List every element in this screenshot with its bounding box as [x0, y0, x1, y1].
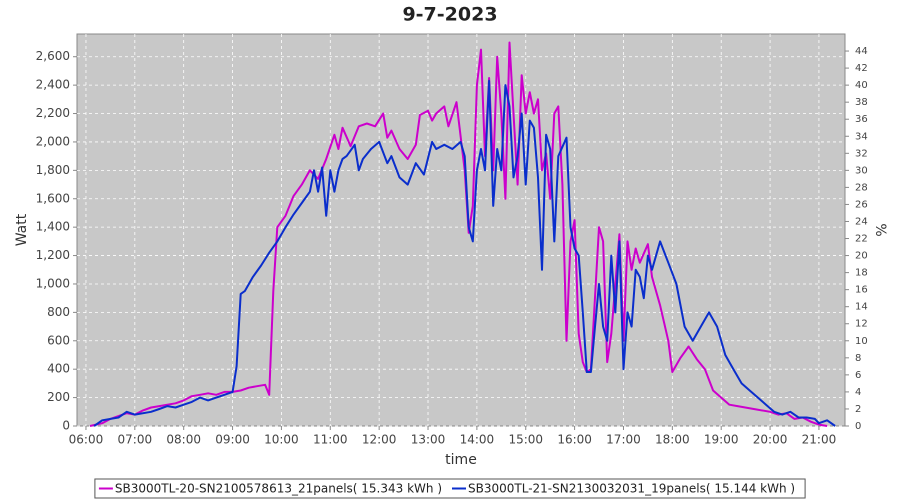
y2-tick-label: 12: [855, 319, 868, 330]
y2-tick-label: 24: [855, 216, 868, 227]
legend-label: SB3000TL-21-SN2130032031_19panels( 15.14…: [468, 482, 795, 496]
y-tick-label: 400: [47, 362, 70, 376]
legend-box: [94, 478, 806, 499]
y2-tick-label: 36: [855, 114, 868, 125]
y-tick-label: 1,000: [36, 276, 70, 290]
y-tick-label: 1,400: [36, 220, 70, 234]
x-axis-label: time: [445, 452, 477, 468]
x-tick-label: 10:00: [264, 433, 299, 447]
y2-tick-label: 2: [855, 404, 861, 415]
series-line: [89, 41, 828, 427]
chart-title: 9-7-2023: [402, 4, 497, 26]
y-tick-label: 800: [47, 305, 70, 319]
y2-tick-label: 22: [855, 234, 868, 245]
x-tick-label: 20:00: [753, 433, 788, 447]
y2-tick-label: 40: [855, 80, 868, 91]
y2-tick-label: 32: [855, 148, 868, 159]
y2-tick-label: 4: [855, 387, 861, 398]
y2-tick-label: 28: [855, 182, 868, 193]
y-tick-label: 200: [47, 390, 70, 404]
y-tick-label: 2,400: [36, 78, 70, 92]
y2-tick-label: 18: [855, 268, 868, 279]
y2-tick-label: 34: [855, 131, 868, 142]
plot-area: [76, 33, 846, 427]
x-tick-label: 21:00: [802, 433, 837, 447]
y-tick-label: 2,000: [36, 134, 70, 148]
y-tick-label: 2,600: [36, 49, 70, 63]
y-tick-label: 600: [47, 333, 70, 347]
y-tick-label: 1,800: [36, 163, 70, 177]
y2-tick-label: 42: [855, 63, 868, 74]
y2-tick-label: 16: [855, 285, 868, 296]
x-tick-label: 09:00: [215, 433, 250, 447]
y2-tick-label: 14: [855, 302, 868, 313]
x-tick-label: 13:00: [411, 433, 446, 447]
y2-tick-label: 0: [855, 421, 861, 432]
y2-tick-label: 30: [855, 165, 868, 176]
y-tick-label: 2,200: [36, 106, 70, 120]
y2-tick-label: 38: [855, 97, 868, 108]
x-tick-label: 17:00: [606, 433, 641, 447]
y2-tick-label: 26: [855, 199, 868, 210]
y2-tick-label: 8: [855, 353, 861, 364]
y2-tick-label: 44: [855, 46, 868, 57]
y2-tick-label: 6: [855, 370, 861, 381]
x-tick-label: 11:00: [313, 433, 348, 447]
y2-axis-label: %: [872, 223, 888, 236]
series-line: [93, 79, 836, 427]
y2-tick-label: 20: [855, 251, 868, 262]
y-tick-label: 1,600: [36, 191, 70, 205]
y-tick-label: 0: [62, 419, 70, 433]
x-tick-label: 19:00: [704, 433, 739, 447]
legend: SB3000TL-20-SN2100578613_21panels( 15.34…: [94, 478, 806, 499]
x-tick-label: 18:00: [655, 433, 690, 447]
y-tick-label: 1,200: [36, 248, 70, 262]
y2-tick-label: 10: [855, 336, 868, 347]
y-axis-label: Watt: [14, 213, 30, 246]
x-tick-label: 06:00: [69, 433, 104, 447]
legend-label: SB3000TL-20-SN2100578613_21panels( 15.34…: [115, 482, 442, 496]
x-tick-label: 15:00: [508, 433, 543, 447]
x-tick-label: 12:00: [362, 433, 397, 447]
x-tick-label: 14:00: [460, 433, 495, 447]
x-tick-label: 16:00: [557, 433, 592, 447]
x-tick-label: 07:00: [118, 433, 153, 447]
x-tick-label: 08:00: [166, 433, 201, 447]
